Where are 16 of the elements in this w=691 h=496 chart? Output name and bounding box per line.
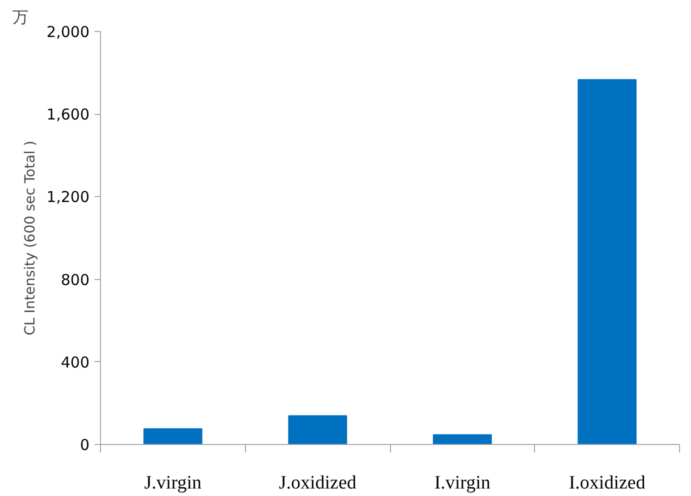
x-tick-label: I.virgin (434, 472, 491, 494)
x-tick-label: I.oxidized (568, 472, 646, 494)
bar (578, 79, 637, 444)
x-tick-label: J.oxidized (278, 472, 357, 494)
y-tick-label: 1,200 (46, 188, 90, 206)
bar (288, 415, 348, 444)
y-tick-label: 0 (80, 436, 90, 454)
y-tick-label: 2,000 (46, 23, 90, 41)
x-tick-label: J.virgin (144, 472, 202, 494)
text: 万 (12, 8, 28, 26)
y-axis-title: CL Intensity (600 sec Total ) (22, 140, 39, 336)
bar (143, 428, 202, 444)
y-tick-label: 800 (60, 270, 90, 289)
y-tick-label: 1,600 (46, 106, 90, 124)
y-tick-label: 400 (60, 353, 90, 372)
bar (432, 434, 492, 444)
